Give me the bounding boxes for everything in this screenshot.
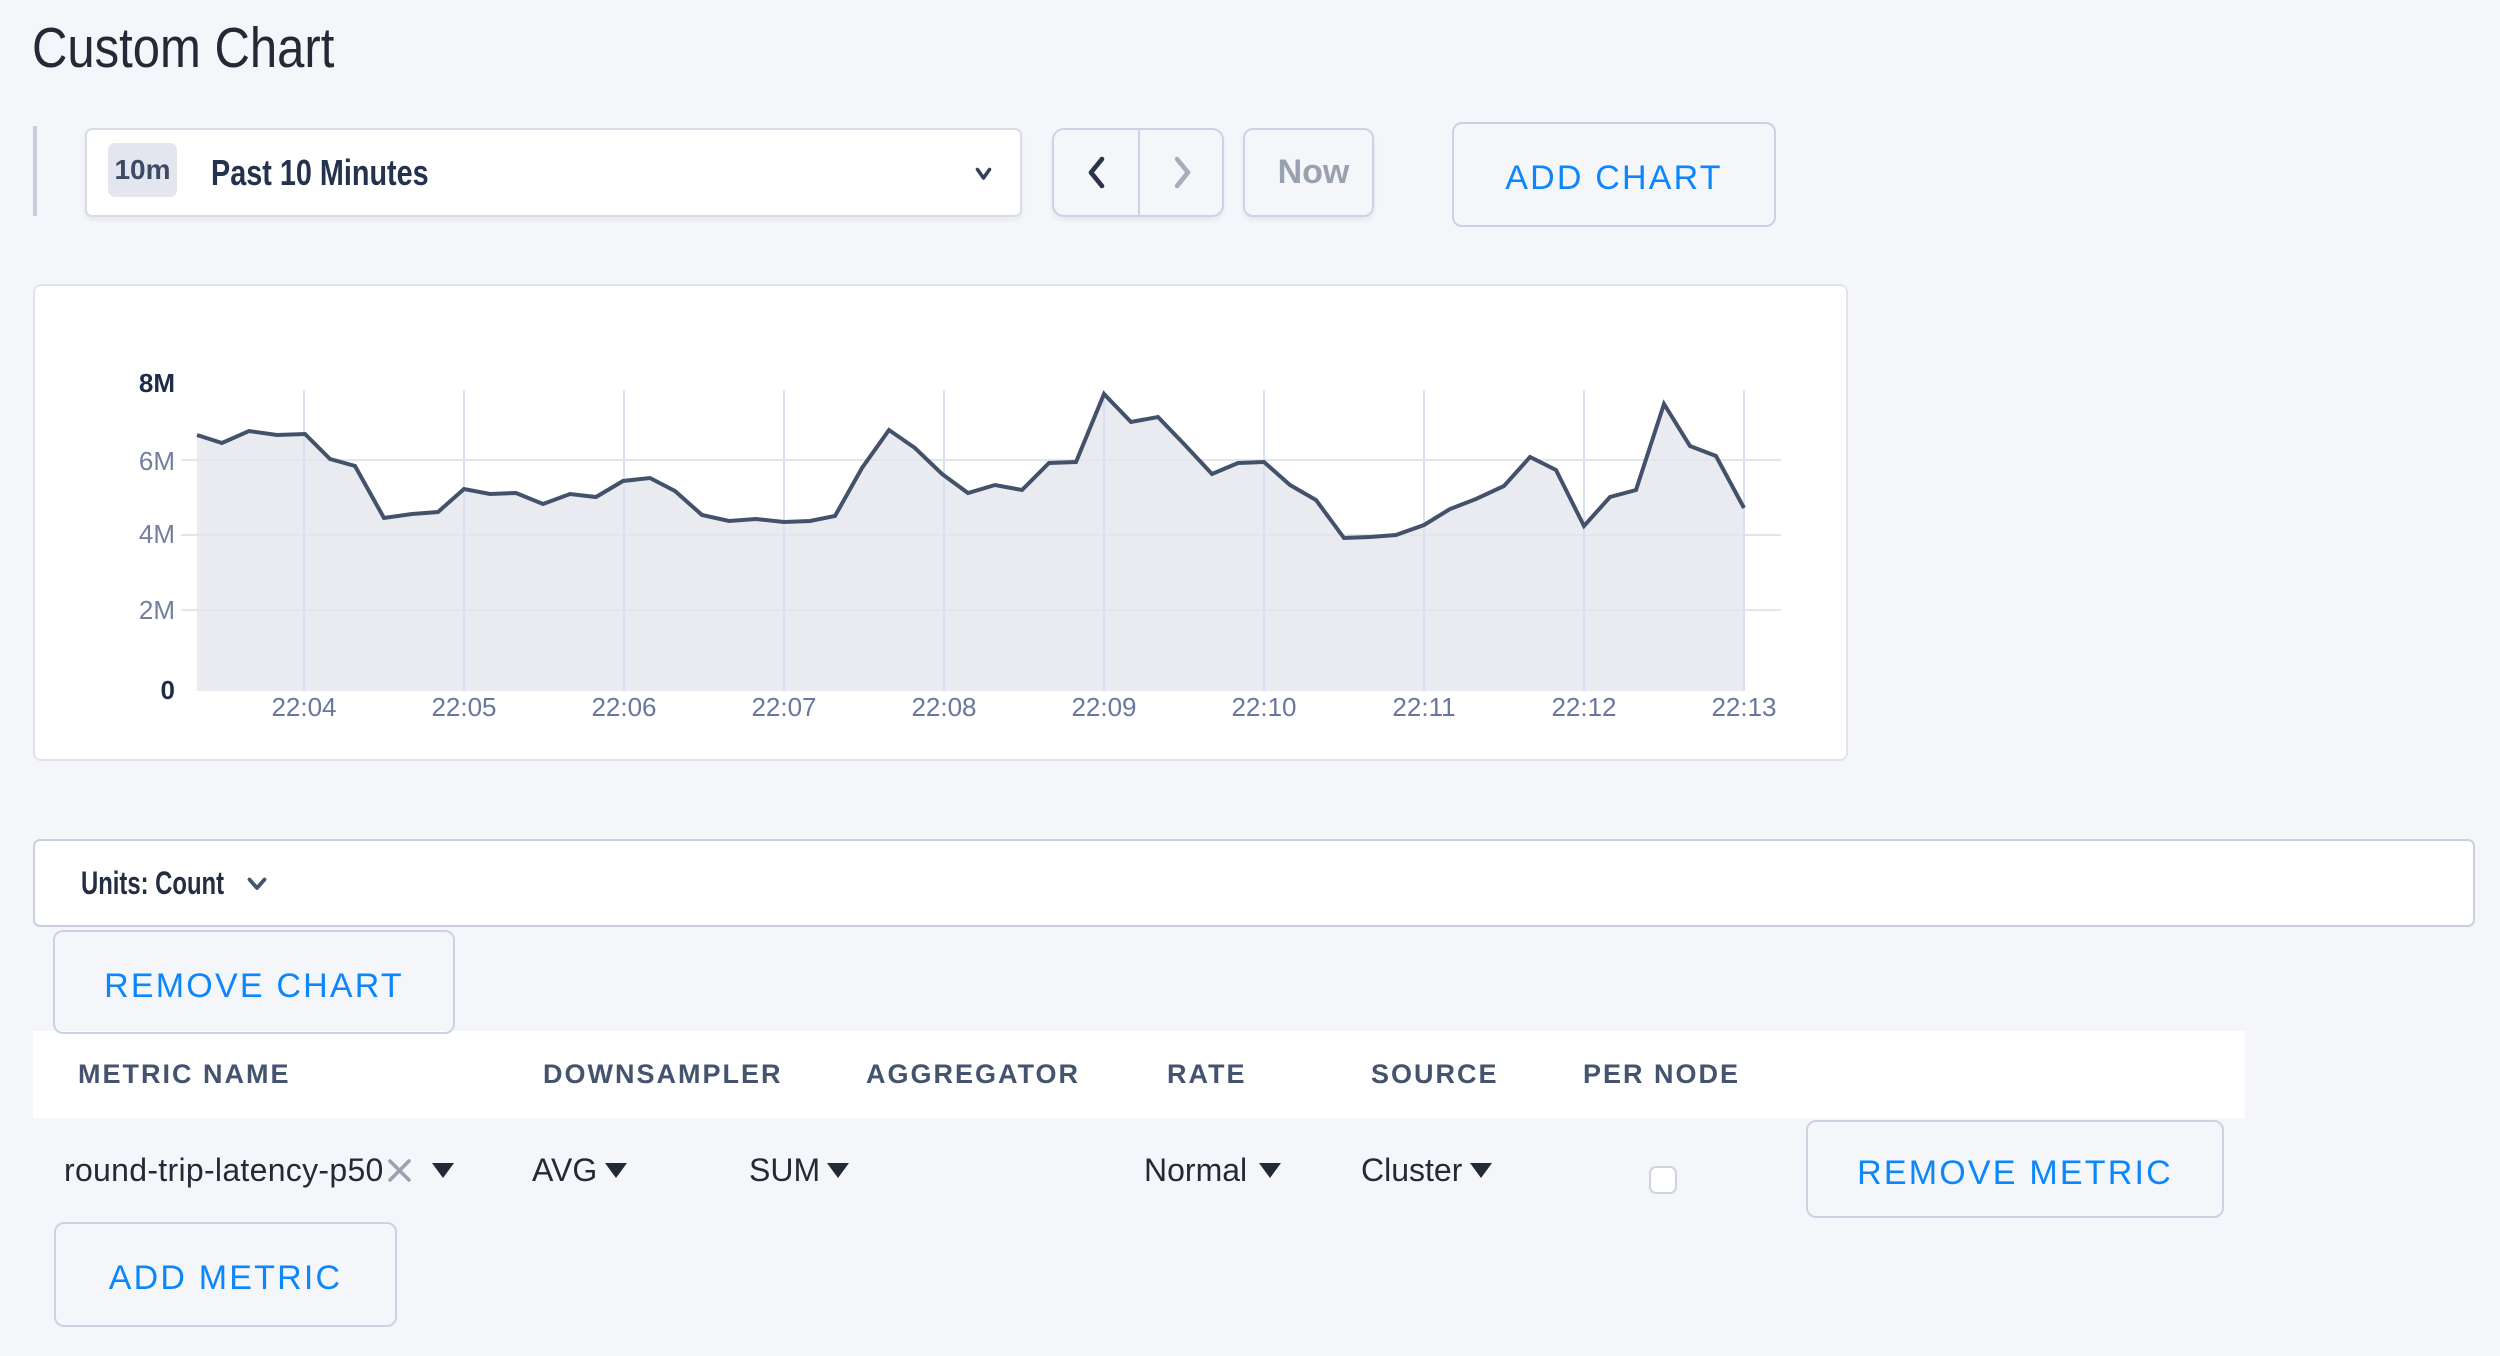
svg-text:6M: 6M — [139, 446, 175, 476]
svg-text:22:06: 22:06 — [591, 692, 656, 722]
svg-text:22:13: 22:13 — [1711, 692, 1776, 722]
svg-text:22:12: 22:12 — [1551, 692, 1616, 722]
svg-text:22:08: 22:08 — [911, 692, 976, 722]
svg-text:22:04: 22:04 — [271, 692, 336, 722]
svg-text:22:05: 22:05 — [431, 692, 496, 722]
svg-text:8M: 8M — [139, 368, 175, 398]
svg-text:22:10: 22:10 — [1231, 692, 1296, 722]
svg-text:2M: 2M — [139, 595, 175, 625]
svg-text:22:09: 22:09 — [1071, 692, 1136, 722]
svg-text:22:07: 22:07 — [751, 692, 816, 722]
svg-text:4M: 4M — [139, 519, 175, 549]
svg-text:0: 0 — [161, 675, 175, 705]
svg-text:22:11: 22:11 — [1392, 692, 1455, 722]
